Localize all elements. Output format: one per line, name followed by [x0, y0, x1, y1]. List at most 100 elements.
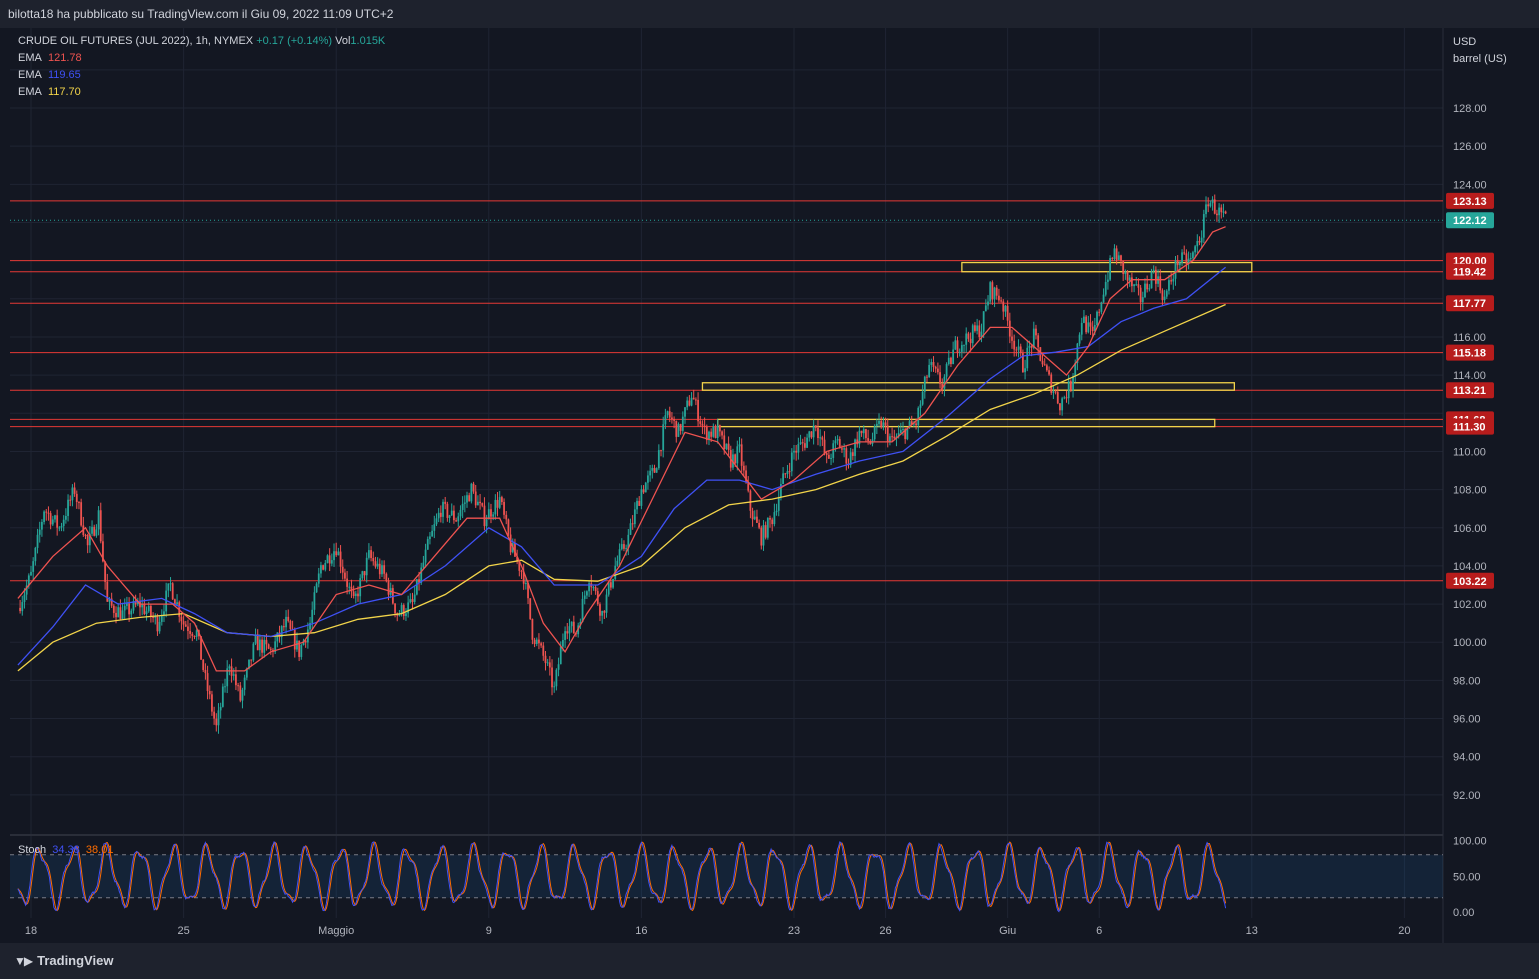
- price-tick-label: 114.00: [1453, 370, 1486, 382]
- candle-body: [104, 561, 107, 582]
- zone-rect: [701, 382, 1236, 391]
- candle-body: [269, 648, 272, 650]
- zone-rect: [717, 418, 1216, 428]
- candle-body: [1067, 381, 1070, 399]
- ema-legend-fast[interactable]: EMA 121.78: [18, 52, 82, 64]
- candle-body: [224, 686, 226, 688]
- candle-body: [599, 604, 601, 616]
- ema-legend-mid[interactable]: EMA 119.65: [18, 69, 81, 81]
- candle-body: [930, 362, 933, 365]
- candle-body: [784, 473, 787, 475]
- candle-body: [320, 565, 322, 574]
- candle-body: [858, 430, 861, 445]
- candle-body: [1017, 346, 1020, 350]
- candle-body: [498, 497, 501, 508]
- candle-body: [817, 427, 819, 438]
- candle-body: [913, 423, 915, 425]
- candle-body: [1000, 300, 1002, 302]
- candle-body: [1194, 246, 1197, 253]
- candle-body: [851, 452, 854, 456]
- candle-body: [1185, 253, 1188, 264]
- candle-body: [1161, 290, 1164, 301]
- candle-body: [865, 429, 867, 439]
- candle-body: [287, 616, 290, 621]
- candle-body: [45, 511, 48, 513]
- candle-body: [603, 610, 606, 613]
- candle-body: [424, 549, 427, 563]
- candle-body: [1102, 294, 1105, 303]
- candle-body: [219, 706, 222, 711]
- candle-body: [917, 407, 920, 426]
- candle-body: [889, 436, 891, 442]
- candle-body: [1093, 325, 1096, 332]
- candle-body: [446, 503, 449, 518]
- candle-body: [1205, 204, 1207, 215]
- candle-body: [97, 510, 100, 530]
- candle-body: [200, 636, 202, 660]
- candle-body: [880, 420, 883, 428]
- symbol-legend[interactable]: CRUDE OIL FUTURES (JUL 2022), 1h, NYMEX …: [18, 35, 385, 47]
- candle-body: [136, 601, 139, 605]
- candle-body: [110, 598, 113, 606]
- level-price-tag: 117.77: [1453, 298, 1486, 310]
- tradingview-logo[interactable]: ▼▶ TradingView: [14, 953, 113, 968]
- candle-body: [487, 509, 490, 520]
- candle-body: [956, 340, 959, 353]
- candle-body: [145, 611, 148, 615]
- candle-body: [1172, 278, 1175, 282]
- candle-body: [41, 522, 43, 530]
- candle-body: [814, 425, 817, 428]
- candle-body: [1128, 277, 1131, 281]
- candle-body: [505, 514, 508, 520]
- candle-body: [775, 510, 778, 513]
- candle-body: [1211, 199, 1214, 204]
- candle-body: [592, 587, 595, 589]
- candle-body: [1008, 320, 1011, 337]
- candle-body: [555, 669, 558, 687]
- candle-body: [378, 563, 381, 575]
- candle-body: [703, 425, 706, 427]
- candle-body: [67, 499, 69, 516]
- candle-body: [472, 483, 475, 492]
- zone-rect: [961, 261, 1253, 273]
- candle-body: [483, 505, 486, 527]
- time-tick-label: 23: [788, 925, 800, 937]
- candle-body: [533, 639, 536, 645]
- stoch-legend[interactable]: Stoch 34.38 38.01: [18, 844, 113, 856]
- candle-body: [348, 586, 351, 588]
- candle-body: [36, 534, 39, 548]
- publisher-text: bilotta18 ha pubblicato su TradingView.c…: [8, 7, 394, 21]
- candle-body: [740, 444, 743, 466]
- candle-body: [830, 457, 832, 459]
- candle-body: [734, 454, 737, 464]
- candle-body: [99, 510, 102, 542]
- candle-body: [69, 499, 72, 501]
- publisher-header: bilotta18 ha pubblicato su TradingView.c…: [0, 0, 1539, 28]
- candle-body: [235, 674, 237, 686]
- candle-body: [945, 364, 948, 377]
- candle-body: [623, 544, 625, 549]
- candle-body: [548, 662, 551, 668]
- level-price-tag-bg: [1446, 382, 1494, 399]
- candle-body: [965, 333, 968, 345]
- candle-body: [91, 526, 93, 534]
- candle-body: [928, 364, 931, 378]
- candle-body: [254, 634, 257, 644]
- candle-body: [1096, 311, 1098, 326]
- candle-body: [954, 340, 957, 350]
- ema-legend-slow[interactable]: EMA 117.70: [18, 86, 81, 98]
- candle-body: [727, 443, 730, 451]
- candle-body: [1192, 252, 1194, 259]
- price-tick-label: 128.00: [1453, 103, 1487, 115]
- candle-body: [653, 467, 656, 473]
- candle-body: [1152, 269, 1155, 272]
- candle-body: [668, 411, 671, 418]
- candle-body: [263, 639, 266, 653]
- axis-unit[interactable]: USD barrel (US): [1453, 34, 1507, 68]
- candle-body: [749, 490, 752, 511]
- candle-body: [311, 609, 314, 623]
- candle-body: [34, 547, 37, 562]
- price-tick-label: 94.00: [1453, 752, 1481, 764]
- candle-body: [248, 659, 250, 669]
